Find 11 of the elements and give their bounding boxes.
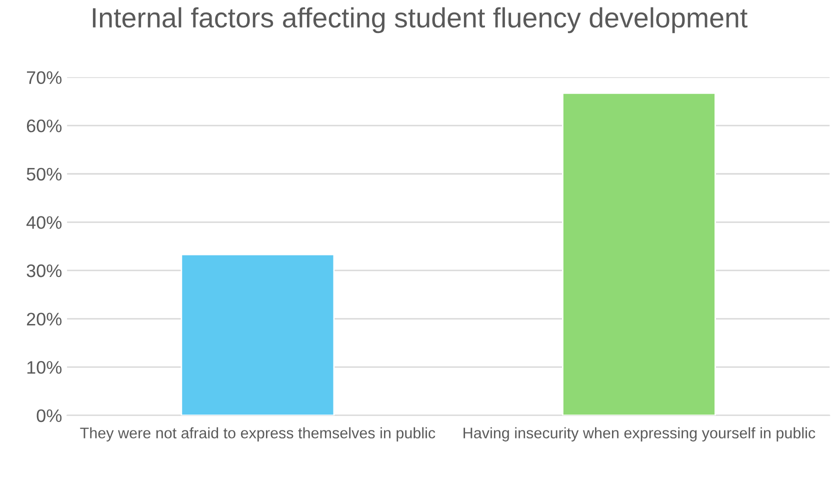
y-tick-label: 70%: [26, 71, 62, 84]
x-tick-label: Having insecurity when expressing yourself in public: [464, 427, 816, 442]
y-tick-label: 30%: [26, 264, 62, 278]
chart-title: Internal factors affecting student fluency development: [92, 7, 748, 34]
y-tick-label: 60%: [26, 120, 62, 132]
y-tick-label: 10%: [27, 361, 62, 374]
y-tick-label: 0%: [36, 409, 62, 422]
y-tick-label: 40%: [26, 216, 62, 229]
y-tick-label: 50%: [26, 168, 62, 181]
x-tick-label: They were not afraid to express themselves in public: [80, 427, 436, 442]
y-tick-label: 20%: [26, 312, 62, 326]
